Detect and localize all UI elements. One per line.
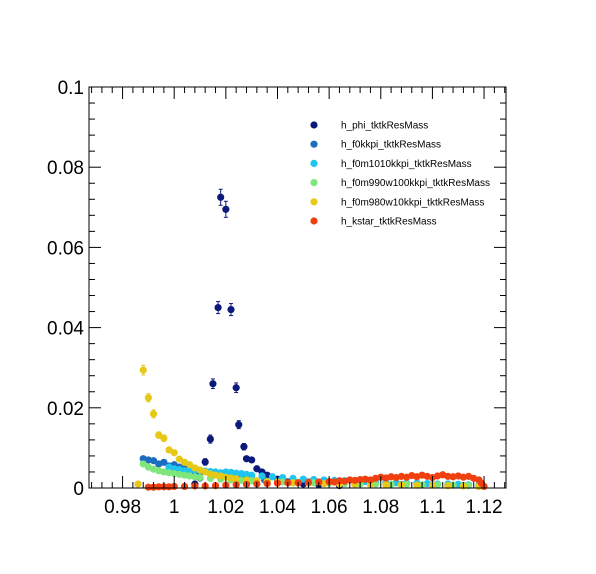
x-tick-label: 1.12 (466, 497, 503, 518)
data-point (402, 480, 411, 488)
data-point (413, 481, 421, 489)
data-point (155, 483, 163, 491)
data-point (196, 473, 204, 482)
data-point (206, 435, 214, 443)
y-tick-label: 0.02 (47, 399, 84, 420)
x-tick-label: 1.06 (311, 497, 348, 518)
data-point (464, 481, 473, 490)
data-point (356, 475, 364, 484)
data-point (433, 481, 442, 489)
y-tick-label: 0.04 (47, 319, 84, 340)
legend-entry: h_f0m980w10kkpi_tktkResMass (310, 197, 484, 208)
data-point (165, 483, 173, 491)
data-point (232, 384, 240, 392)
data-point (155, 431, 163, 439)
legend-label: h_kstar_tktkResMass (341, 217, 437, 228)
data-point (232, 469, 240, 477)
axis-tick-labels: 0.98 1 1.02 1.04 1.06 1.08 1.1 1.12 0 0.02 0.04 0.0… (47, 78, 503, 518)
legend: h_phi_tktkResMass h_f0kkpi_tktkResMass h_f… (310, 121, 490, 228)
data-point (372, 480, 380, 488)
data-point (299, 475, 307, 483)
plot-area-border (88, 86, 507, 489)
data-point (149, 457, 158, 465)
data-point (134, 480, 142, 488)
data-point (222, 468, 230, 476)
data-point (175, 455, 183, 463)
data-point (222, 205, 230, 213)
data-point (335, 477, 344, 485)
data-point (248, 456, 256, 464)
legend-marker (310, 198, 318, 206)
series-5 (144, 471, 488, 491)
y-tick-label: 0.08 (47, 158, 84, 179)
legend-entry: h_f0m1010kkpi_tktkResMass (310, 159, 472, 170)
y-tick-label: 0 (73, 479, 84, 500)
data-point (227, 305, 235, 314)
legend-entry: h_f0m990w100kkpi_tktkResMass (310, 178, 490, 189)
data-point (235, 421, 243, 429)
data-point (253, 465, 261, 473)
y-tick-label: 0.06 (47, 238, 84, 259)
data-point (139, 366, 147, 374)
x-tick-label: 1.02 (207, 497, 244, 518)
legend-marker (310, 159, 318, 167)
legend-marker (310, 140, 318, 148)
data-point (444, 472, 452, 480)
legend-marker (310, 121, 318, 129)
legend-entry: h_kstar_tktkResMass (310, 217, 437, 228)
plot-frame (88, 86, 507, 489)
legend-label: h_f0m1010kkpi_tktkResMass (341, 159, 472, 170)
x-tick-label: 0.98 (104, 497, 141, 518)
legend-marker (310, 217, 318, 225)
data-point (149, 410, 158, 418)
x-tick-label: 1.1 (419, 497, 445, 518)
data-point (289, 479, 297, 487)
y-tick-label: 0.1 (58, 78, 84, 99)
data-point (444, 481, 452, 490)
data-point (160, 458, 168, 466)
legend-label: h_f0m990w100kkpi_tktkResMass (341, 178, 490, 189)
x-tick-label: 1.08 (362, 497, 399, 518)
data-point (217, 193, 225, 201)
legend-label: h_f0kkpi_tktkResMass (341, 140, 441, 151)
data-point (144, 483, 152, 491)
data-point (170, 449, 178, 457)
legend-label: h_f0m980w10kkpi_tktkResMass (341, 197, 484, 208)
data-point (258, 472, 266, 480)
data-point (139, 460, 147, 468)
legend-label: h_phi_tktkResMass (341, 121, 428, 132)
legend-entry: h_f0kkpi_tktkResMass (310, 140, 441, 151)
data-point (186, 461, 194, 469)
data-point (268, 473, 276, 481)
data-point (315, 478, 323, 486)
axis-ticks (89, 86, 506, 489)
data-point (346, 476, 354, 484)
data-point (214, 303, 222, 312)
x-tick-label: 1 (169, 497, 180, 518)
data-point (240, 443, 248, 451)
data-point (201, 458, 209, 466)
data-point (248, 471, 256, 479)
x-tick-label: 1.04 (259, 497, 296, 518)
data-point (232, 475, 240, 483)
data-point (144, 394, 152, 402)
data-point (382, 481, 390, 489)
data-markers (134, 188, 488, 491)
data-point (160, 434, 168, 442)
data-point (209, 380, 217, 388)
legend-entry: h_phi_tktkResMass (310, 121, 428, 132)
legend-marker (310, 179, 318, 187)
